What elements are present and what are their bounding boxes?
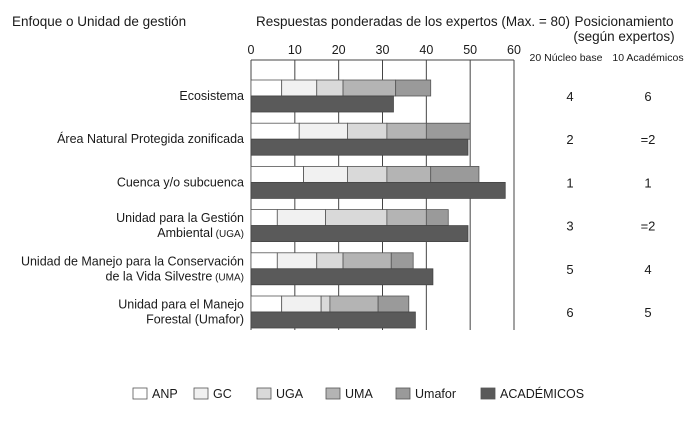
x-axis-ticks: 0 10 20 30 40 50 60 (248, 43, 521, 57)
legend-swatch-uga (256, 387, 272, 400)
legend-label: ANP (152, 387, 178, 401)
bar-academicos (250, 225, 469, 243)
bar-segment-anp (250, 79, 283, 97)
bar-segment-uga (325, 209, 388, 227)
bar-segment-uma (342, 252, 392, 270)
bar-segment-anp (250, 122, 300, 140)
rank-nucleo-base: 3 (566, 219, 573, 234)
bar-segment-uma (342, 79, 397, 97)
bar-segment-umafor (430, 165, 480, 183)
category-label: Ecosistema (179, 89, 244, 103)
bar-segment-anp (250, 295, 283, 313)
legend-label: UMA (345, 387, 373, 401)
bar-segment-umafor (425, 209, 449, 227)
header-ranking-line1: Posicionamiento (574, 14, 673, 29)
rank-academicos: =2 (641, 132, 656, 147)
bar-segment-gc (276, 209, 326, 227)
bar-segment-gc (276, 252, 318, 270)
x-tick-label: 0 (248, 43, 255, 57)
header-focus: Enfoque o Unidad de gestión (12, 14, 186, 29)
bar-segment-umafor (395, 79, 432, 97)
bar-academicos (250, 95, 394, 113)
header-col-nucleo: 20 Núcleo base (530, 52, 603, 64)
category-label: Forestal (Umafor) (146, 313, 244, 327)
category-label: Ambiental (UGA) (157, 226, 244, 240)
bar-academicos (250, 268, 434, 286)
bar-academicos (250, 311, 416, 329)
rank-nucleo-base: 4 (566, 89, 573, 104)
bar-segment-umafor (425, 122, 471, 140)
header-ranking-line2: (según expertos) (573, 29, 674, 44)
rank-academicos: 6 (644, 89, 651, 104)
bar-segment-uma (386, 209, 427, 227)
bar-segment-uga (320, 295, 331, 313)
rank-academicos: 1 (644, 175, 651, 190)
category-label: Unidad de Manejo para la Conservación (21, 254, 244, 268)
bar-segment-anp (250, 209, 278, 227)
bar-segment-uga (347, 165, 388, 183)
bar-segment-gc (281, 79, 318, 97)
rank-nucleo-base: 5 (566, 262, 573, 277)
bar-segment-uma (386, 165, 432, 183)
x-tick-label: 50 (463, 43, 477, 57)
header-responses: Respuestas ponderadas de los expertos (M… (256, 14, 570, 29)
bar-segment-anp (250, 165, 304, 183)
legend: ANP GC UGA UMA Umafor ACADÉMICOS (132, 386, 584, 401)
legend-label: ACADÉMICOS (500, 386, 584, 401)
rankings: 4 6 2 =2 1 1 3 =2 5 4 6 5 (566, 89, 655, 320)
rank-academicos: 4 (644, 262, 651, 277)
bar-segment-uga (316, 79, 344, 97)
bar-academicos (250, 181, 506, 199)
bar-segment-uga (316, 252, 344, 270)
legend-swatch-umafor (395, 387, 411, 400)
category-label: Unidad para la Gestión (116, 211, 244, 225)
x-tick-label: 60 (507, 43, 521, 57)
rank-nucleo-base: 1 (566, 175, 573, 190)
category-label: de la Vida Silvestre (UMA) (106, 269, 244, 283)
category-labels: Ecosistema Área Natural Protegida zonific… (21, 89, 244, 327)
bar-segment-gc (303, 165, 348, 183)
bars (250, 79, 506, 329)
legend-swatch-gc (193, 387, 209, 400)
category-label: Cuenca y/o subcuenca (117, 175, 244, 189)
bar-segment-uga (347, 122, 388, 140)
legend-swatch-uma (325, 387, 341, 400)
rank-academicos: 5 (644, 305, 651, 320)
legend-label: Umafor (415, 387, 456, 401)
header-col-academicos: 10 Académicos (612, 52, 683, 64)
rank-nucleo-base: 2 (566, 132, 573, 147)
legend-label: GC (213, 387, 232, 401)
x-tick-label: 30 (376, 43, 390, 57)
legend-label: UGA (276, 387, 304, 401)
rank-nucleo-base: 6 (566, 305, 573, 320)
bar-segment-anp (250, 252, 278, 270)
x-tick-label: 20 (332, 43, 346, 57)
bar-segment-uma (386, 122, 427, 140)
category-label: Unidad para el Manejo (118, 298, 244, 312)
bar-segment-gc (281, 295, 322, 313)
bar-segment-umafor (377, 295, 410, 313)
x-tick-label: 10 (288, 43, 302, 57)
bar-academicos (250, 138, 469, 156)
bar-segment-uma (329, 295, 379, 313)
legend-swatch-anp (132, 387, 148, 400)
legend-swatch-académicos (480, 387, 496, 400)
category-label: Área Natural Protegida zonificada (57, 131, 244, 146)
rank-academicos: =2 (641, 219, 656, 234)
x-tick-label: 40 (419, 43, 433, 57)
bar-segment-gc (298, 122, 348, 140)
bar-segment-umafor (390, 252, 414, 270)
